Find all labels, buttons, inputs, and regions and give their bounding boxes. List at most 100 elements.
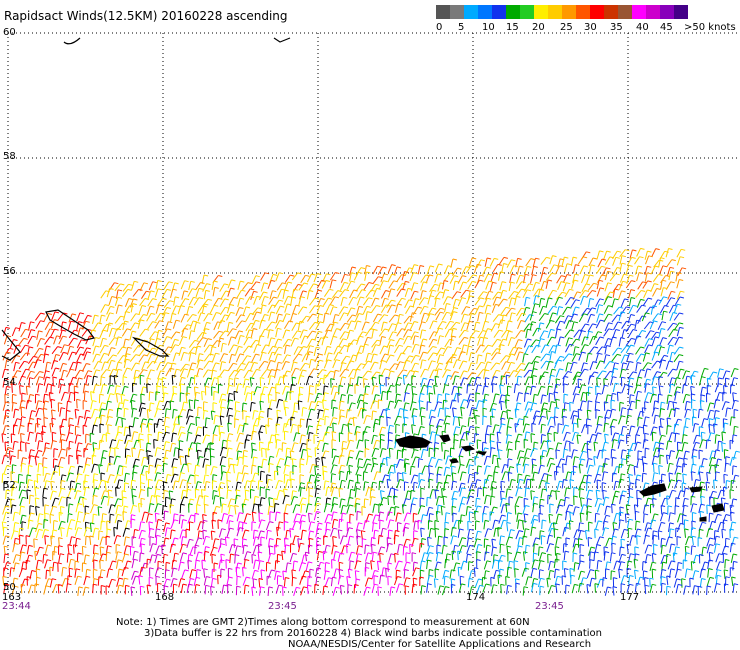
wind-barb-flag xyxy=(117,289,123,292)
wind-barb xyxy=(349,489,352,499)
wind-barb-flag xyxy=(26,474,32,477)
wind-barb-flag xyxy=(358,305,364,308)
wind-barb-flag xyxy=(176,368,181,371)
wind-barb-flag xyxy=(412,312,417,315)
wind-barb xyxy=(76,353,81,363)
wind-barb xyxy=(627,385,630,396)
wind-barb xyxy=(468,257,473,267)
wind-barb xyxy=(500,329,508,338)
wind-barb xyxy=(201,391,203,401)
wind-barb-flag xyxy=(729,489,735,492)
wind-barb xyxy=(581,443,586,452)
wind-barb-flag xyxy=(670,281,675,284)
wind-barb xyxy=(674,465,679,475)
wind-barb xyxy=(537,386,542,395)
wind-barb xyxy=(113,375,116,385)
wind-barb xyxy=(33,348,40,357)
wind-barb xyxy=(540,344,546,354)
wind-barb xyxy=(235,346,240,355)
wind-barb-flag xyxy=(653,320,658,323)
wind-barb xyxy=(636,330,643,339)
wind-barb-flag xyxy=(447,346,452,349)
wind-barb xyxy=(673,354,680,363)
wind-barb-flag xyxy=(637,441,642,444)
wind-barb xyxy=(674,336,680,346)
wind-barb-flag xyxy=(173,458,178,461)
wind-barb-flag xyxy=(731,416,736,419)
wind-barb xyxy=(505,488,508,498)
wind-barb-flag xyxy=(239,442,244,445)
wind-barb-flag xyxy=(621,290,626,293)
wind-barb xyxy=(443,450,446,460)
wind-barb xyxy=(115,289,119,299)
wind-barb xyxy=(285,391,288,401)
wind-barb xyxy=(573,346,576,356)
wind-barb xyxy=(498,394,503,404)
wind-barb-flag xyxy=(393,463,399,466)
wind-barb-flag xyxy=(423,281,428,284)
wind-barb xyxy=(635,391,639,401)
wind-barb-flag xyxy=(637,474,642,477)
wind-barb-flag xyxy=(348,384,354,387)
wind-barb-flag xyxy=(470,295,475,298)
wind-barb-flag xyxy=(66,496,72,499)
wind-barb xyxy=(451,491,455,500)
wind-barb-flag xyxy=(119,402,124,405)
wind-barb-flag xyxy=(433,384,438,387)
wind-barb xyxy=(354,313,360,322)
wind-barb xyxy=(444,329,450,338)
wind-barb xyxy=(2,425,6,435)
wind-barb xyxy=(297,306,304,315)
wind-barb xyxy=(58,457,62,467)
wind-barb xyxy=(621,329,625,339)
wind-barb xyxy=(589,336,594,345)
wind-barb-flag xyxy=(382,266,387,269)
wind-barb-flag xyxy=(330,378,335,381)
wind-barb-flag xyxy=(568,337,573,340)
wind-barb-flag xyxy=(93,473,99,476)
wind-barb xyxy=(452,407,455,417)
wind-barb xyxy=(68,337,75,346)
wind-barb xyxy=(339,312,345,322)
wind-barb xyxy=(203,313,209,322)
wind-barb-flag xyxy=(61,329,67,332)
wind-barb-flag xyxy=(446,303,451,305)
wind-barb-flag xyxy=(149,418,154,421)
wind-barb xyxy=(258,361,265,369)
wind-barb xyxy=(345,409,348,419)
wind-barb-flag xyxy=(102,329,108,332)
wind-barb-flag xyxy=(276,368,281,371)
wind-barb xyxy=(531,345,537,354)
wind-barb-flag xyxy=(656,371,662,374)
wind-barb xyxy=(245,329,250,339)
wind-barb-flag xyxy=(228,414,234,417)
wind-barb-flag xyxy=(585,283,591,286)
wind-barb-flag xyxy=(420,479,426,481)
wind-barb-flag xyxy=(290,478,296,481)
wind-barb-flag xyxy=(399,408,405,410)
wind-barb xyxy=(437,321,443,330)
wind-barb xyxy=(635,362,638,372)
wind-barb xyxy=(572,375,577,385)
wind-barb xyxy=(667,401,670,411)
wind-barb-flag xyxy=(460,464,465,466)
wind-barb xyxy=(338,488,341,498)
wind-barb xyxy=(394,434,397,444)
wind-barb-flag xyxy=(196,321,201,324)
wind-barb-flag xyxy=(260,470,266,473)
wind-barb-flag xyxy=(200,312,206,315)
wind-barb xyxy=(348,297,354,306)
wind-barb xyxy=(396,328,403,337)
wind-barb xyxy=(507,362,512,371)
wind-barb xyxy=(28,495,31,505)
wind-barb-flag xyxy=(385,290,390,292)
wind-barb xyxy=(466,321,470,331)
wind-barb-flag xyxy=(642,281,647,284)
wind-barb-flag xyxy=(575,306,580,309)
wind-barb xyxy=(620,407,623,417)
wind-barb-flag xyxy=(397,303,402,306)
wind-barb-flag xyxy=(482,441,487,444)
wind-barb xyxy=(305,482,309,492)
wind-barb xyxy=(138,348,145,357)
wind-barb-flag xyxy=(431,416,436,418)
